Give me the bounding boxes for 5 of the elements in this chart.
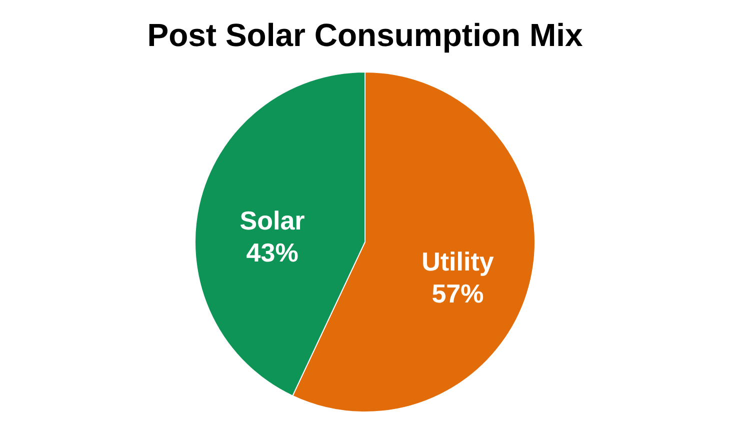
data-label: 43%: [246, 237, 298, 268]
data-label: 57%: [432, 278, 484, 309]
slice-label: Utility: [422, 246, 494, 277]
slice-label: Solar: [240, 205, 305, 236]
chart-title: Post Solar Consumption Mix: [147, 17, 583, 53]
